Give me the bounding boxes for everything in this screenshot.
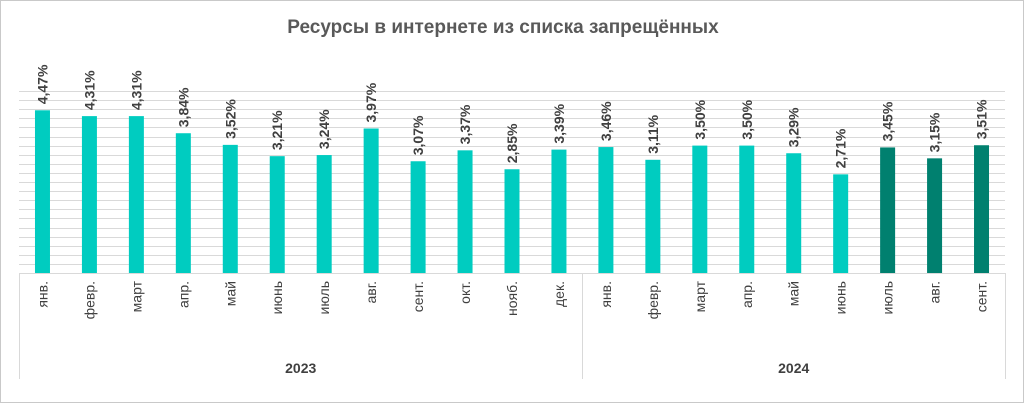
data-label: 3,52% [222, 99, 238, 139]
bar [81, 116, 97, 273]
bars [34, 110, 990, 274]
bar [786, 153, 802, 273]
chart-title: Ресурсы в интернете из списка запрещённы… [287, 17, 719, 38]
year-group-label: 2024 [778, 360, 809, 376]
bar [739, 145, 755, 273]
category-tick-label: сент. [974, 281, 990, 312]
bar [316, 155, 332, 273]
bar [551, 149, 567, 273]
category-tick-label: февр. [645, 281, 661, 319]
category-tick-label: июль [880, 281, 896, 314]
bar [645, 159, 661, 273]
category-tick-label: апр. [175, 281, 191, 308]
category-tick-label: авг. [363, 281, 379, 304]
category-tick-label: март [692, 280, 708, 312]
data-label: 3,07% [410, 115, 426, 155]
category-tick-label: апр. [739, 281, 755, 308]
bar [598, 147, 614, 273]
category-tick-label: март [128, 280, 144, 312]
category-tick-label: янв. [598, 281, 614, 308]
data-label: 3,50% [692, 99, 708, 139]
data-label: 4,47% [34, 64, 50, 104]
data-label: 3,29% [786, 107, 802, 147]
data-label: 3,51% [974, 99, 990, 139]
category-tick-label: май [786, 281, 802, 306]
data-label: 3,50% [739, 99, 755, 139]
bar [974, 145, 990, 273]
bar [410, 161, 426, 273]
data-label: 3,11% [645, 114, 661, 153]
bar [363, 128, 379, 273]
data-label: 3,21% [269, 110, 285, 150]
data-label: 2,85% [504, 123, 520, 163]
category-axis: янв. февр. март апр. май июнь июль авг. сент. окт… [19, 273, 1006, 379]
bar [175, 133, 191, 273]
value-labels: 4,47% 4,31% 4,31% 3,84% 3,52% 3,21% 3,24% 3,97%… [34, 64, 989, 168]
category-tick-label: июнь [269, 281, 285, 314]
bar [692, 145, 708, 273]
category-tick-label: май [222, 281, 238, 306]
category-tick-label: июнь [833, 281, 849, 314]
category-tick-label: июль [316, 281, 332, 314]
bar [457, 150, 473, 273]
category-tick-label: нояб. [504, 281, 520, 316]
data-label: 3,45% [880, 101, 896, 141]
bar [222, 144, 238, 273]
category-tick-label: дек. [551, 281, 567, 307]
data-label: 3,24% [316, 109, 332, 149]
data-label: 3,37% [457, 104, 473, 144]
data-label: 4,31% [81, 70, 97, 110]
bar [504, 169, 520, 273]
bar [880, 147, 896, 273]
category-tick-label: янв. [34, 281, 50, 308]
category-tick-label: окт. [457, 281, 473, 304]
bar [34, 110, 50, 274]
category-tick-label: авг. [927, 281, 943, 304]
data-label: 3,84% [175, 87, 191, 127]
category-tick-label: сент. [410, 281, 426, 312]
data-label: 3,97% [363, 82, 379, 122]
bar [927, 158, 943, 273]
data-label: 4,31% [128, 70, 144, 110]
data-label: 3,39% [551, 103, 567, 143]
data-label: 3,46% [598, 101, 614, 141]
bar [833, 174, 849, 273]
bar [128, 116, 144, 273]
data-label: 2,71% [833, 128, 849, 168]
data-label: 3,15% [927, 112, 943, 152]
bar [269, 156, 285, 273]
category-tick-label: февр. [81, 281, 97, 319]
year-group-label: 2023 [285, 360, 316, 376]
